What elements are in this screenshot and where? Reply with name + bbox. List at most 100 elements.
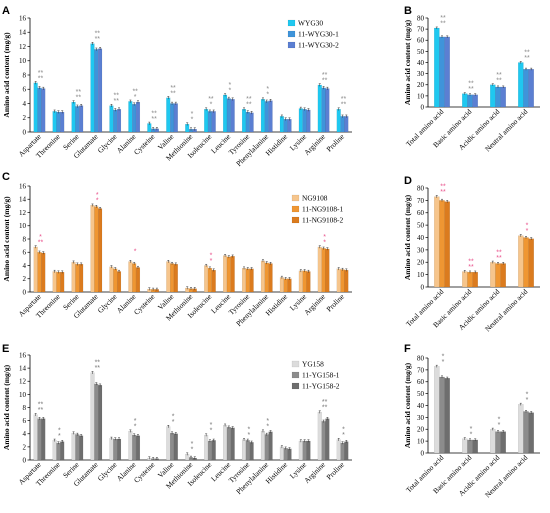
bar <box>490 84 496 108</box>
y-tick-label: 50 <box>417 390 425 398</box>
panel-label-A: A <box>2 5 10 17</box>
significance-marker: * <box>134 249 137 256</box>
bar <box>245 111 250 133</box>
bar <box>340 269 345 293</box>
significance-marker: * <box>191 441 194 448</box>
y-tick-label: 40 <box>417 234 425 242</box>
y-tick-label: 2 <box>23 114 27 122</box>
y-tick-label: 30 <box>417 70 425 78</box>
bar <box>287 448 292 461</box>
significance-marker: ** <box>322 399 328 406</box>
bar <box>279 277 284 293</box>
significance-marker: * <box>96 198 99 205</box>
bar <box>321 87 326 133</box>
bar <box>109 105 114 133</box>
significance-marker: ** <box>95 365 101 372</box>
significance-marker: ** <box>38 70 44 77</box>
bar <box>268 431 273 461</box>
bar <box>283 119 288 133</box>
bar <box>325 418 330 461</box>
bar <box>317 84 322 133</box>
bar <box>71 432 76 461</box>
y-tick-label: 8 <box>23 404 27 412</box>
bar <box>60 441 65 461</box>
significance-marker: ** <box>170 85 176 92</box>
y-tick-label: 8 <box>23 71 27 79</box>
significance-marker: * <box>498 416 501 423</box>
y-tick-label: 16 <box>19 351 27 359</box>
y-tick-label: 6 <box>23 86 27 94</box>
bar <box>264 262 269 293</box>
significance-marker: * <box>210 253 213 260</box>
significance-marker: ** <box>496 249 502 256</box>
significance-marker: * <box>526 228 529 235</box>
significance-marker: ** <box>440 184 446 191</box>
y-tick-label: 10 <box>19 222 27 230</box>
category-label: Arginine <box>302 132 327 157</box>
bar <box>79 435 84 461</box>
y-tick-label: 16 <box>19 14 27 22</box>
significance-marker: * <box>210 428 213 435</box>
bar <box>135 101 141 133</box>
bar <box>264 434 269 461</box>
bar <box>467 271 473 288</box>
bar <box>226 256 231 293</box>
bar <box>75 264 80 293</box>
significance-marker: ** <box>468 81 474 88</box>
significance-marker: * <box>442 359 445 366</box>
legend-label: 11-NG9108-2 <box>302 216 343 225</box>
bar <box>302 440 307 461</box>
chart-D: Amino acid content (mg/g) 0 10 20 30 40 50 60 70… <box>403 184 540 333</box>
bar <box>490 262 496 288</box>
y-tick-label: 70 <box>417 26 425 34</box>
bar <box>287 278 292 293</box>
panel-label-C: C <box>2 171 10 183</box>
y-tick-label: 14 <box>19 29 27 37</box>
legend-label: YG158 <box>302 360 324 369</box>
bar <box>518 404 524 454</box>
bar <box>94 206 99 293</box>
bar <box>467 439 473 454</box>
bar <box>166 426 171 461</box>
bar <box>128 430 133 461</box>
bar <box>302 270 307 293</box>
category-label: Proline <box>324 292 346 314</box>
bar <box>264 101 269 133</box>
bar <box>113 268 118 293</box>
significance-marker: * <box>266 86 269 93</box>
significance-marker: ** <box>208 96 214 103</box>
bar <box>260 99 266 133</box>
significance-marker: ** <box>114 93 120 100</box>
legend-swatch <box>291 205 300 213</box>
bar <box>490 429 496 454</box>
y-tick-label: 20 <box>417 259 425 267</box>
bar <box>71 101 76 133</box>
significance-marker: ** <box>440 15 446 22</box>
legend-swatch <box>287 19 296 27</box>
bar <box>113 109 118 133</box>
bar <box>500 86 506 108</box>
significance-marker: * <box>470 426 473 433</box>
bar <box>241 267 247 293</box>
panel-B: B Amino acid content (mg/g) 0 10 20 30 40 50 60… <box>403 5 540 153</box>
y-tick-label: 0 <box>421 283 425 291</box>
bar <box>336 268 341 293</box>
y-tick-label: 10 <box>417 271 425 279</box>
bar <box>439 376 445 454</box>
bar <box>241 109 247 133</box>
bar <box>500 263 506 288</box>
bar <box>132 263 137 293</box>
significance-marker: ** <box>95 31 101 38</box>
bar <box>283 278 288 293</box>
bar <box>170 432 175 461</box>
legend-label: 11-NG9108-1 <box>302 205 343 214</box>
significance-marker: * <box>470 431 473 438</box>
significance-marker: ** <box>151 116 157 123</box>
bar <box>287 119 292 133</box>
y-axis-label-B: Amino acid content (mg/g) <box>403 19 412 105</box>
bar <box>90 372 95 461</box>
significance-marker: * <box>191 111 194 118</box>
significance-marker: ** <box>496 72 502 79</box>
bar <box>317 246 322 293</box>
significance-marker: ** <box>496 77 502 84</box>
